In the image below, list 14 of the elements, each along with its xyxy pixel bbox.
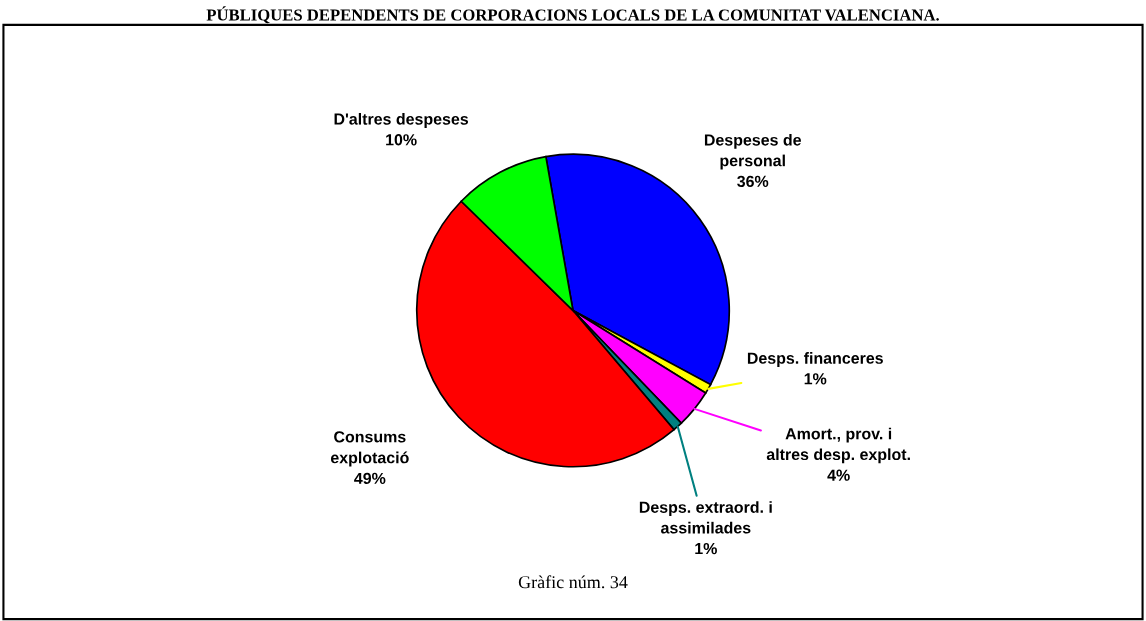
slice-label: Desps. financeres xyxy=(747,352,883,367)
data-label: 1% xyxy=(695,542,717,555)
data-label: 10% xyxy=(386,134,417,146)
slice-label: Desps. extraord. i assimilades xyxy=(639,501,772,534)
data-label: 49% xyxy=(354,472,386,485)
slice-label: Amort., prov. i altres desp. explot. xyxy=(766,427,910,464)
data-label: 4% xyxy=(827,469,850,481)
slice-label: Despeses de personal xyxy=(704,133,802,170)
slice-label: Consums explotació xyxy=(330,431,409,467)
data-label: 36% xyxy=(737,175,769,188)
slice-label: D'altres despeses xyxy=(334,113,469,128)
data-label: 1% xyxy=(804,373,827,385)
text: Gràfic núm. 34 xyxy=(518,575,628,589)
chart-title: PÚBLIQUES DEPENDENTS DE CORPORACIONS LOCALS DE LA COMUNITAT VALENCIANA. xyxy=(206,6,939,24)
